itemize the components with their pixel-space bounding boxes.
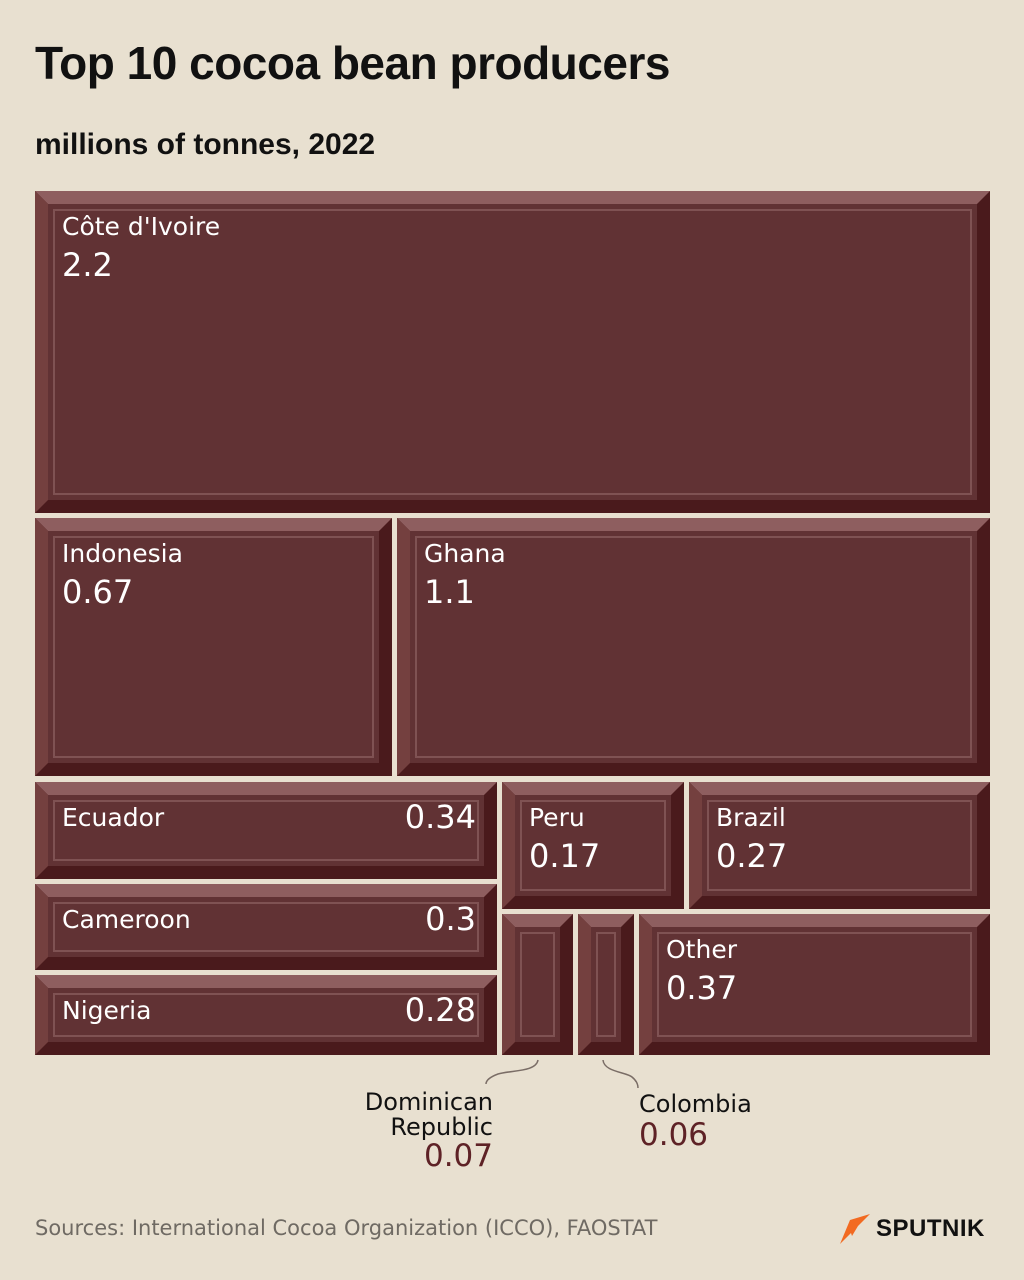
tile-cameroon: Cameroon 0.3 — [35, 884, 497, 970]
tile-value: 0.28 — [405, 991, 476, 1029]
tile-label: Indonesia — [62, 539, 183, 568]
tile-bevel-top — [35, 975, 497, 988]
tile-nigeria: Nigeria 0.28 — [35, 975, 497, 1055]
source-note: Sources: International Cocoa Organizatio… — [35, 1216, 658, 1240]
outside-label-dominican-republic: Dominican — [365, 1088, 493, 1116]
tile-value: 0.3 — [425, 900, 476, 938]
tile-groove — [53, 993, 479, 1037]
tile-peru: Peru 0.17 — [502, 782, 684, 909]
tile-bevel-left — [502, 914, 515, 1055]
tile-indonesia: Indonesia 0.67 — [35, 518, 392, 776]
tile-label: Nigeria — [62, 996, 151, 1025]
tile-face — [652, 927, 977, 1042]
chart-title: Top 10 cocoa bean producers — [35, 37, 670, 89]
tile-groove — [53, 902, 479, 952]
leader-line-dominican-republic — [485, 1059, 539, 1085]
tile-groove — [520, 932, 555, 1037]
tile-bevel-top — [35, 518, 392, 531]
tile-value: 0.34 — [405, 798, 476, 836]
tile-face — [591, 927, 621, 1042]
tile-groove — [53, 536, 374, 758]
tile-value: 0.17 — [529, 837, 600, 875]
outside-value-colombia: 0.06 — [639, 1117, 708, 1153]
tile-groove — [53, 209, 972, 495]
outside-label-dominican-republic: Republic — [390, 1113, 493, 1141]
tile-groove — [53, 800, 479, 861]
tile-label: Cameroon — [62, 905, 191, 934]
tile-bevel-left — [35, 782, 48, 879]
tile-bevel-left — [397, 518, 410, 776]
tile-face — [48, 897, 484, 957]
logo-text: SPUTNIK — [876, 1215, 985, 1242]
tile-label: Ecuador — [62, 803, 165, 832]
tile-face — [48, 531, 379, 763]
tile-bevel-top — [578, 914, 634, 927]
tile-bevel-top — [689, 782, 990, 795]
tile-ecuador: Ecuador 0.34 — [35, 782, 497, 879]
tile-bevel-left — [502, 782, 515, 909]
tile-value: 0.27 — [716, 837, 787, 875]
tile-bevel-top — [397, 518, 990, 531]
tile-label: Brazil — [716, 803, 786, 832]
tile-groove — [520, 800, 666, 891]
tile-value: 1.1 — [424, 573, 475, 611]
tile-groove — [657, 932, 972, 1037]
outside-value-dominican-republic: 0.07 — [424, 1138, 493, 1174]
tile-cote-d-ivoire: Côte d'Ivoire 2.2 — [35, 191, 990, 513]
tile-label: Other — [666, 935, 738, 964]
tile-face — [515, 927, 560, 1042]
tile-groove — [707, 800, 972, 891]
tile-bevel-left — [35, 191, 48, 513]
tile-other: Other 0.37 — [639, 914, 990, 1055]
tile-label: Côte d'Ivoire — [62, 212, 220, 241]
tile-groove — [596, 932, 616, 1037]
tile-bevel-top — [639, 914, 990, 927]
tile-face — [515, 795, 671, 896]
tile-value: 0.37 — [666, 969, 737, 1007]
tile-groove — [415, 536, 972, 758]
tile-bevel-top — [502, 782, 684, 795]
tile-value: 0.67 — [62, 573, 133, 611]
tile-dominican-republic — [502, 914, 573, 1055]
tile-face — [702, 795, 977, 896]
tile-bevel-left — [689, 782, 702, 909]
tile-brazil: Brazil 0.27 — [689, 782, 990, 909]
tile-bevel-left — [35, 518, 48, 776]
sputnik-logo: SPUTNIK — [838, 1212, 985, 1246]
tile-value: 2.2 — [62, 246, 113, 284]
tile-bevel-top — [35, 884, 497, 897]
tile-ghana: Ghana 1.1 — [397, 518, 990, 776]
tile-bevel-top — [35, 782, 497, 795]
tile-face — [410, 531, 977, 763]
tile-colombia — [578, 914, 634, 1055]
tile-bevel-left — [639, 914, 652, 1055]
tile-label: Ghana — [424, 539, 506, 568]
leader-line-colombia — [602, 1059, 639, 1089]
tile-face — [48, 795, 484, 866]
sputnik-arrow-icon — [840, 1214, 870, 1244]
outside-label-colombia: Colombia — [639, 1090, 752, 1118]
chart-subtitle: millions of tonnes, 2022 — [35, 128, 376, 161]
tile-label: Peru — [529, 803, 585, 832]
tile-bevel-left — [578, 914, 591, 1055]
tile-face — [48, 204, 977, 500]
tile-face — [48, 988, 484, 1042]
tile-bevel-left — [35, 975, 48, 1055]
tile-bevel-left — [35, 884, 48, 970]
tile-bevel-top — [35, 191, 990, 204]
tile-bevel-top — [502, 914, 573, 927]
